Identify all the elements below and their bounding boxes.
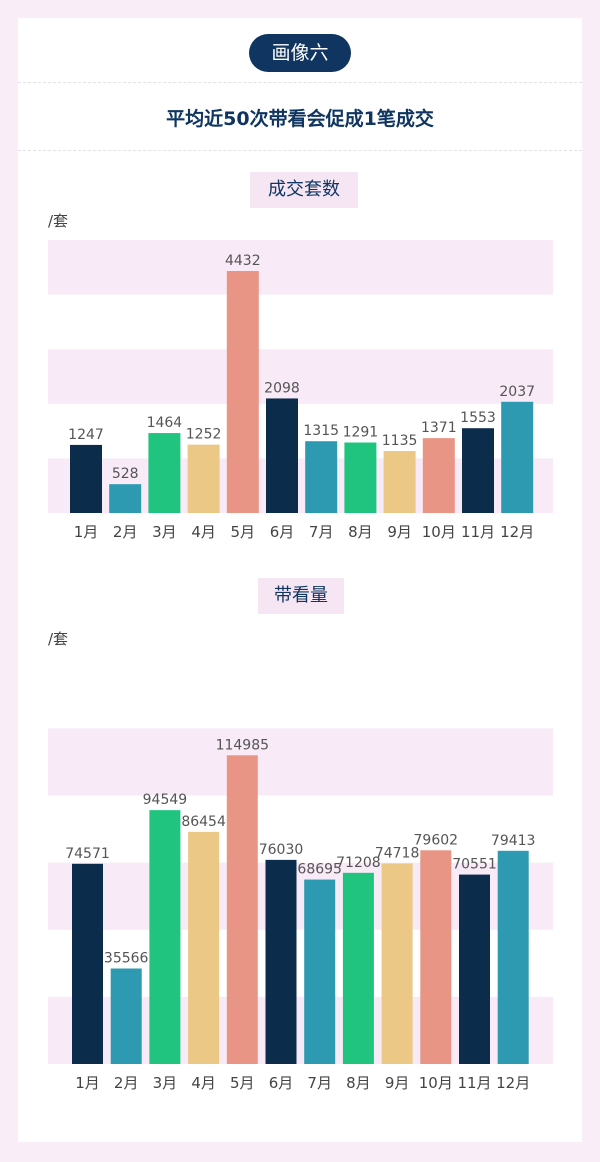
bar [148,433,181,513]
chart1-deals: 1247 1月 528 2月 1464 3月 1252 4月 4432 5月 2098 6月 1315 7… [48,240,553,541]
grid-band [48,240,553,295]
data-label: 74718 [375,845,420,861]
bar [304,879,336,1064]
bar [344,442,377,513]
x-tick-label: 6月 [270,523,295,541]
x-tick-label: 11月 [461,523,495,541]
divider-bottom [18,150,582,151]
data-label: 4432 [225,253,261,269]
data-label: 74571 [65,846,110,862]
x-tick-label: 9月 [385,1074,410,1092]
x-tick-label: 1月 [75,1074,100,1092]
x-tick-label: 4月 [191,1074,216,1092]
data-label: 1371 [421,420,457,436]
bar [226,271,259,513]
chart1-unit-label: /套 [48,212,69,230]
data-label: 94549 [143,792,188,808]
bar [265,859,297,1064]
x-tick-label: 5月 [230,1074,255,1092]
data-label: 68695 [297,862,342,878]
bar [305,441,338,513]
x-tick-label: 8月 [348,523,373,541]
bar [383,451,416,513]
data-label: 114985 [216,737,269,753]
data-label: 86454 [181,814,226,830]
divider-top [18,82,582,83]
x-tick-label: 2月 [114,1074,139,1092]
x-tick-label: 1月 [74,523,99,541]
x-tick-label: 10月 [419,1074,453,1092]
bar [381,863,413,1064]
data-label: 70551 [452,857,497,873]
data-label: 79602 [414,832,459,848]
data-label: 71208 [336,855,381,871]
data-label: 1252 [186,427,222,443]
section-badge: 画像六 [249,34,351,72]
x-tick-label: 6月 [269,1074,294,1092]
x-tick-label: 4月 [191,523,216,541]
data-label: 1135 [382,433,418,449]
x-tick-label: 3月 [153,1074,178,1092]
x-tick-label: 9月 [387,523,412,541]
bar [72,863,103,1064]
bar [462,428,494,513]
bar [501,401,534,513]
bar [226,755,258,1064]
x-tick-label: 3月 [152,523,177,541]
bar [110,968,142,1064]
x-tick-label: 10月 [422,523,456,541]
data-label: 76030 [259,842,304,858]
bar [70,444,102,513]
chart1-title: 成交套数 [250,172,358,208]
data-label: 528 [112,466,139,482]
x-tick-label: 12月 [496,1074,530,1092]
data-label: 79413 [491,833,536,849]
x-tick-label: 2月 [113,523,138,541]
chart2-viewings: 74571 1月 35566 2月 94549 3月 86454 4月 114985 5月 7603… [48,728,553,1092]
page-title: 平均近50次带看会促成1笔成交 [166,108,434,130]
x-tick-label: 7月 [307,1074,332,1092]
bar [187,444,220,513]
data-label: 2037 [499,384,535,400]
data-label: 1553 [460,410,496,426]
x-tick-label: 7月 [309,523,334,541]
data-label: 2098 [264,380,300,396]
grid-band [48,349,553,404]
data-label: 1247 [68,427,104,443]
grid-band [48,728,553,796]
data-label: 1464 [147,415,183,431]
bar [459,874,490,1064]
bar [149,810,181,1064]
bar [109,484,142,513]
x-tick-label: 8月 [346,1074,371,1092]
x-tick-label: 5月 [231,523,256,541]
x-tick-label: 12月 [500,523,534,541]
chart2-title: 带看量 [258,578,344,614]
data-label: 35566 [104,951,149,967]
bar [188,831,220,1064]
data-label: 1291 [343,425,379,441]
bar [266,398,298,513]
bar [342,872,374,1064]
bar [420,850,452,1064]
bar [497,850,529,1064]
bar [422,438,455,513]
chart2-unit-label: /套 [48,630,69,648]
data-label: 1315 [303,423,339,439]
x-tick-label: 11月 [457,1074,491,1092]
